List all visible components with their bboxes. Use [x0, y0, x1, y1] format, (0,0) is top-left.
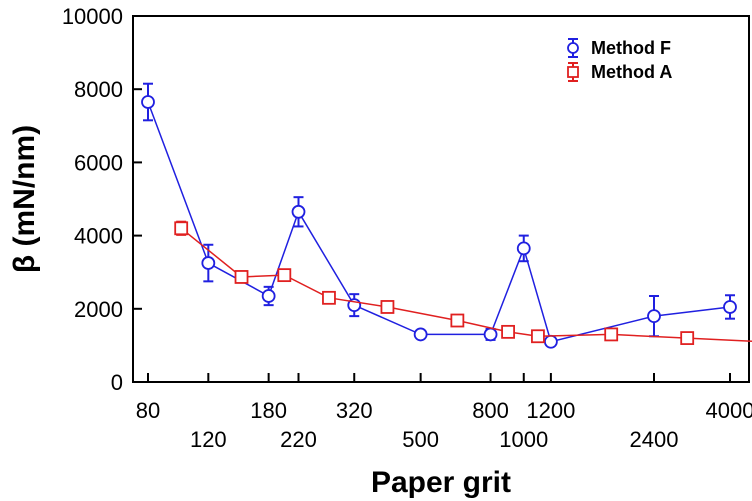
y-tick-label: 0	[111, 370, 123, 395]
data-point	[234, 270, 249, 284]
x-tick-label: 4000	[706, 398, 752, 423]
x-tick-label: 500	[402, 427, 439, 452]
x-tick-label: 800	[472, 398, 509, 423]
x-axis-title: Paper grit	[371, 466, 511, 499]
data-point	[450, 313, 465, 328]
x-tick-label: 220	[280, 427, 317, 452]
data-point	[413, 327, 428, 342]
y-tick-label: 6000	[74, 150, 123, 175]
data-point	[604, 327, 619, 342]
data-point	[543, 334, 558, 349]
legend-marker	[567, 42, 579, 54]
data-point	[322, 290, 336, 305]
x-tick-label: 120	[190, 427, 227, 452]
data-point	[141, 95, 155, 109]
x-axis-ticks: 80 180 320 800 1200 4000 120 220 500 1000 2400	[136, 373, 752, 452]
y-tick-label: 4000	[74, 224, 123, 249]
y-tick-label: 10000	[62, 4, 123, 29]
plot-frame	[132, 15, 750, 383]
data-point	[501, 324, 515, 339]
data-point	[201, 256, 216, 270]
data-point	[174, 221, 189, 236]
data-point	[516, 241, 531, 256]
y-axis-title: β (mN/nm)	[8, 125, 41, 273]
x-tick-label: 180	[250, 398, 287, 423]
x-tick-label: 1200	[526, 398, 575, 423]
data-point	[291, 204, 306, 219]
data-point	[531, 329, 545, 344]
data-point	[647, 309, 661, 324]
data-point	[380, 300, 395, 314]
series-method-f	[141, 82, 737, 349]
legend-item: Method A	[567, 62, 672, 82]
legend: Method F Method A	[567, 38, 672, 82]
x-tick-label: 1000	[499, 427, 548, 452]
y-tick-label: 2000	[74, 297, 123, 322]
data-point	[277, 268, 292, 283]
legend-item: Method F	[567, 38, 671, 58]
data-point	[261, 289, 276, 303]
series-line	[147, 101, 731, 343]
legend-label: Method F	[591, 38, 671, 58]
x-tick-label: 320	[336, 398, 373, 423]
x-tick-label: 2400	[630, 427, 679, 452]
data-point	[483, 327, 498, 342]
data-point	[723, 300, 737, 314]
series-line	[180, 227, 752, 342]
y-tick-label: 8000	[74, 77, 123, 102]
series-method-a	[174, 220, 752, 345]
y-axis-ticks: 0 2000 4000 6000 8000 10000	[62, 4, 142, 395]
series-layer	[141, 82, 752, 349]
data-point	[680, 331, 695, 345]
legend-label: Method A	[591, 62, 672, 82]
x-tick-label: 80	[136, 398, 160, 423]
legend-marker	[567, 66, 579, 78]
